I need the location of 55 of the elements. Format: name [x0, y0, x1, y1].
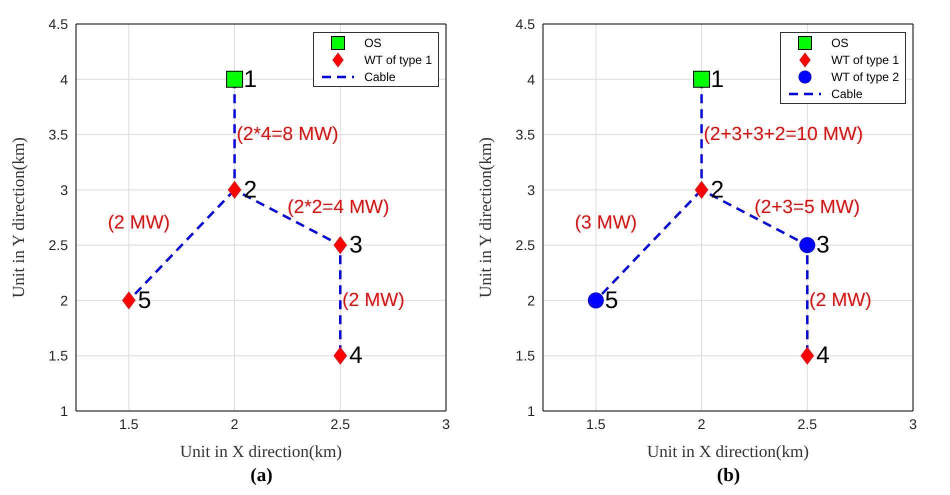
annotation: 3 — [349, 232, 363, 259]
x-tick-label: 3 — [442, 416, 450, 432]
legend-label: WT of type 1 — [364, 52, 432, 68]
text: (b) — [716, 465, 742, 487]
x-tick-label: 1.5 — [119, 416, 139, 432]
annotation: (2*4=8 MW) — [236, 124, 338, 146]
y-tick-label: 2 — [527, 292, 536, 308]
legend-label: OS — [831, 34, 849, 50]
x-tick-label: 2 — [698, 416, 706, 432]
annotation: 1 — [710, 66, 724, 93]
y-tick-label: 1 — [527, 402, 536, 419]
y-axis-title: Unit in Y direction(km) — [476, 137, 496, 298]
annotation: (2*2=4 MW) — [287, 197, 390, 218]
y-axis-title: Unit in Y direction(km) — [9, 137, 28, 298]
x-tick-label: 2.5 — [330, 416, 350, 432]
annotation: 2 — [710, 176, 724, 204]
legend-label: WT of type 1 — [831, 52, 899, 68]
annotation: 3 — [816, 232, 830, 259]
y-tick-label: 3 — [60, 182, 68, 198]
annotation: (2+3+3+2=10 MW) — [704, 124, 864, 146]
y-tick-label: 2.5 — [48, 237, 68, 254]
legend-label: OS — [364, 34, 382, 50]
y-tick-label: 4 — [527, 71, 536, 88]
y-tick-label: 3.5 — [48, 126, 68, 143]
legend-label: Cable — [831, 86, 863, 102]
text: (a) — [249, 465, 274, 487]
annotation: 2 — [244, 176, 257, 204]
annotation: (2+3=5 MW) — [754, 197, 860, 218]
x-tick-label: 2 — [230, 416, 239, 432]
annotation: (3 MW) — [574, 212, 637, 234]
x-axis-title: Unit in X direction(km) — [180, 442, 342, 461]
annotation: 4 — [349, 342, 363, 370]
y-tick-label: 2 — [60, 292, 68, 308]
annotation: 4 — [816, 342, 830, 370]
annotation: 5 — [138, 286, 152, 314]
annotation: (2 MW) — [108, 212, 170, 234]
y-tick-label: 4.5 — [48, 16, 68, 32]
y-tick-label: 3 — [527, 182, 536, 198]
legend-label: WT of type 2 — [831, 68, 899, 84]
annotation: 1 — [244, 66, 257, 93]
annotation: (2 MW) — [342, 290, 405, 311]
annotation: 5 — [604, 286, 618, 314]
annotation: (2 MW) — [809, 290, 872, 311]
x-tick-label: 3 — [909, 416, 918, 432]
y-tick-label: 1 — [60, 402, 68, 419]
x-tick-label: 2.5 — [798, 416, 818, 432]
x-axis-title: Unit in X direction(km) — [647, 442, 809, 461]
x-tick-label: 1.5 — [586, 416, 606, 432]
y-tick-label: 4 — [60, 71, 68, 88]
y-tick-label: 1.5 — [516, 348, 536, 364]
y-tick-label: 4.5 — [516, 16, 536, 32]
legend-label: Cable — [364, 68, 396, 84]
y-tick-label: 2.5 — [516, 237, 536, 254]
y-tick-label: 1.5 — [48, 348, 68, 364]
y-tick-label: 3.5 — [516, 126, 536, 143]
